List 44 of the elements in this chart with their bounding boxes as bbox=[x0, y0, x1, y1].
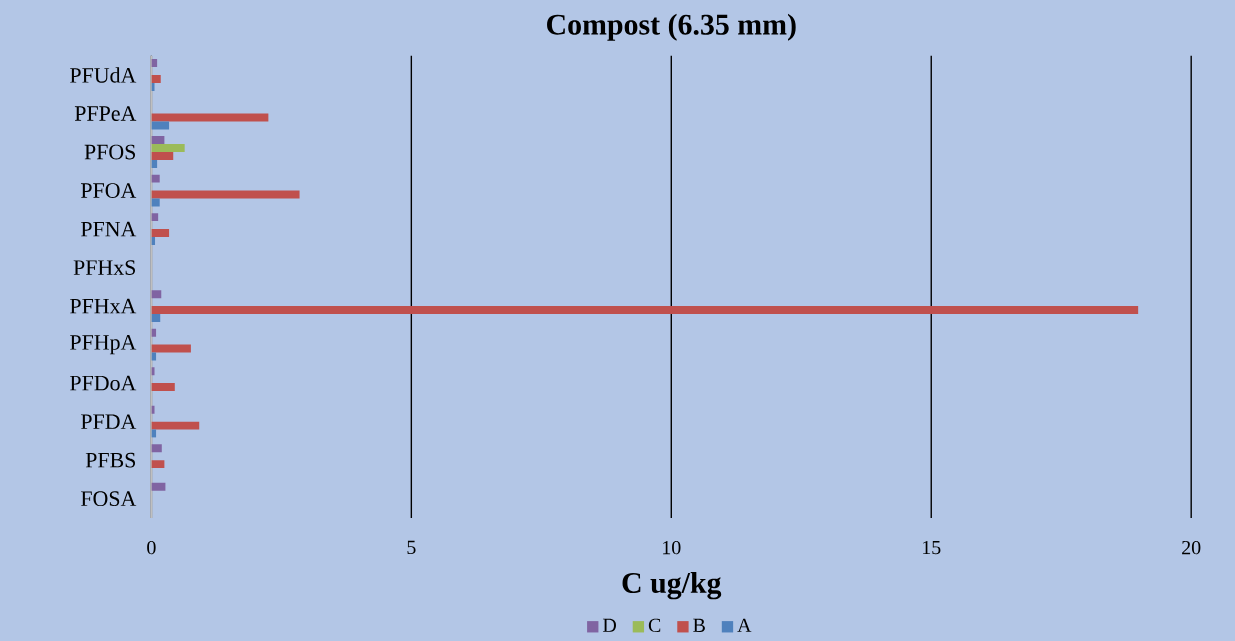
legend-label: B bbox=[693, 618, 705, 632]
bar bbox=[151, 421, 200, 430]
legend-label: D bbox=[602, 618, 616, 632]
y-tick-label: PFHxS bbox=[73, 260, 135, 275]
bar bbox=[151, 382, 175, 391]
x-tick-label: 15 bbox=[923, 540, 941, 555]
legend-label: C bbox=[648, 618, 661, 632]
bar bbox=[151, 198, 160, 207]
x-axis-title: C ug/kg bbox=[622, 571, 722, 600]
y-tick-label: FOSA bbox=[80, 491, 137, 506]
bar bbox=[151, 174, 160, 183]
bar bbox=[151, 289, 162, 298]
bar bbox=[151, 344, 191, 353]
y-tick-label: PFUdA bbox=[70, 67, 137, 83]
y-tick-label: PFPeA bbox=[74, 106, 137, 121]
y-tick-label: PFOA bbox=[80, 183, 137, 198]
bar bbox=[151, 459, 165, 468]
y-tick-label: PFHxA bbox=[70, 298, 137, 314]
bar bbox=[151, 228, 170, 237]
y-tick-label: PFNA bbox=[80, 221, 137, 237]
bar bbox=[151, 74, 161, 83]
x-tick-label: 0 bbox=[147, 540, 156, 555]
bar bbox=[151, 151, 174, 160]
bar bbox=[151, 82, 155, 91]
bar bbox=[151, 135, 165, 144]
y-tick-label: PFDoA bbox=[70, 375, 137, 391]
y-tick-label: PFOS bbox=[84, 144, 135, 160]
bar bbox=[151, 444, 162, 452]
bar bbox=[151, 482, 166, 491]
x-tick-label: 5 bbox=[407, 540, 416, 554]
chart-title: Compost (6.35 mm) bbox=[547, 13, 796, 41]
y-tick-label: PFBS bbox=[85, 452, 135, 468]
bar bbox=[151, 405, 155, 414]
legend-label: A bbox=[737, 618, 752, 632]
bar bbox=[151, 143, 185, 152]
bar bbox=[151, 113, 269, 122]
bar bbox=[151, 366, 155, 375]
bar bbox=[151, 313, 161, 322]
y-tick-label: PFHpA bbox=[70, 334, 137, 354]
x-tick-label: 10 bbox=[663, 540, 681, 555]
x-tick-label: 20 bbox=[1182, 540, 1201, 555]
bar bbox=[151, 190, 300, 199]
bar bbox=[151, 305, 1139, 314]
y-tick-label: PFDA bbox=[80, 414, 137, 429]
